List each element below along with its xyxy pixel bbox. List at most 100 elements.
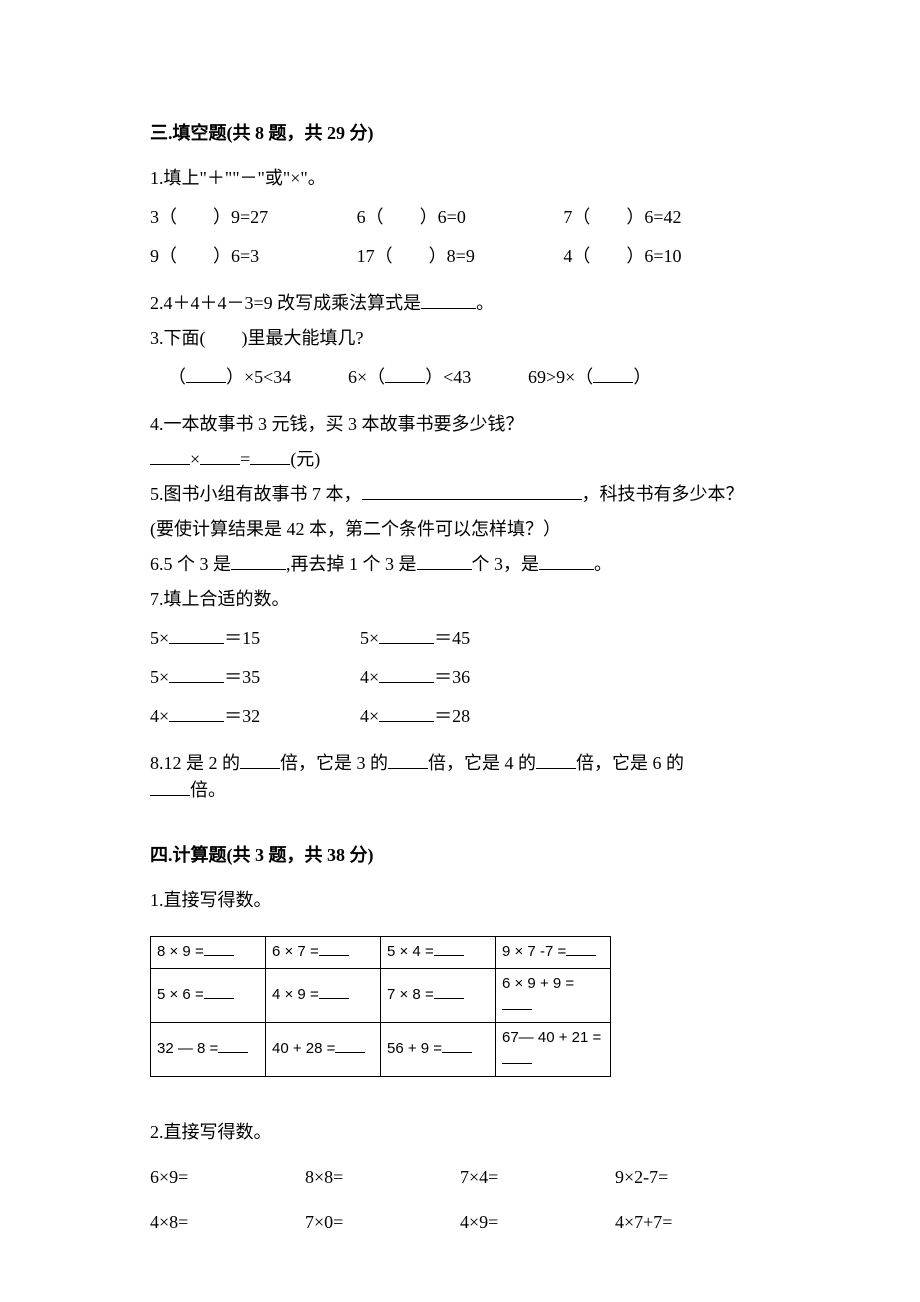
q3-1-r2c2: 17（ ）8=9: [357, 243, 564, 270]
cell-text: 32 — 8 =: [157, 1040, 218, 1057]
q3-7-r1a-blank: [169, 626, 224, 644]
q3-7-r1a: 5×＝15: [150, 625, 360, 652]
q3-8: 8.12 是 2 的倍，它是 3 的倍，它是 4 的倍，它是 6 的 倍。: [150, 750, 770, 804]
cell-text: 5 × 6 =: [157, 986, 204, 1003]
q3-8-b4: [150, 778, 190, 796]
q3-7-r3a-post: ＝32: [224, 706, 260, 726]
q3-6-c: 个 3，是: [472, 554, 540, 574]
q3-3-row: （ ）×5<34 6×（ ）<43 69>9×（ ）: [168, 364, 770, 391]
section-4-title: 四.计算题(共 3 题，共 38 分): [150, 842, 770, 869]
q3-6: 6.5 个 3 是 ,再去掉 1 个 3 是 个 3，是 。: [150, 551, 770, 578]
q4-2-r2c1: 4×8=: [150, 1209, 305, 1236]
table-cell: 4 × 9 =: [266, 968, 381, 1022]
q4-2-r1c2: 8×8=: [305, 1164, 460, 1191]
q3-8-e: 倍。: [190, 780, 226, 800]
q3-3-c1b: ）×5<34: [226, 367, 291, 387]
q3-1-row1: 3（ ）9=27 6（ ）6=0 7（ ）6=42: [150, 204, 770, 231]
q3-1-r1c3: 7（ ）6=42: [563, 204, 770, 231]
q3-3-c2a: 6×（: [348, 367, 385, 387]
q3-1-r1c1: 3（ ）9=27: [150, 204, 357, 231]
q3-1-row2: 9（ ）6=3 17（ ）8=9 4（ ）6=10: [150, 243, 770, 270]
q3-7-r3b: 4×＝28: [360, 703, 470, 730]
q3-4-eq: ×=(元): [150, 446, 770, 473]
q3-3-prompt: 3.下面( )里最大能填几?: [150, 325, 770, 352]
table-row: 8 × 9 = 6 × 7 = 5 × 4 = 9 × 7 -7 =: [151, 937, 611, 969]
q3-3-c1a: （: [168, 367, 186, 387]
q4-2-r1c1: 6×9=: [150, 1164, 305, 1191]
q3-8-d: 倍，它是 6 的: [576, 753, 684, 773]
cell-text: 9 × 7 -7 =: [502, 943, 566, 960]
q3-8-b1: [240, 751, 280, 769]
q3-3-b3: [593, 365, 633, 383]
q3-8-b3: [536, 751, 576, 769]
q4-2-r2c3: 4×9=: [460, 1209, 615, 1236]
q3-7-r2b: 4×＝36: [360, 664, 470, 691]
q3-5-prefix: 5.图书小组有故事书 7 本，: [150, 484, 362, 504]
cell-blank: [434, 984, 464, 999]
table-cell: 56 + 9 =: [381, 1022, 496, 1076]
q3-7-r1a-post: ＝15: [224, 628, 260, 648]
q3-7-r3a-blank: [169, 704, 224, 722]
q3-7-r3a: 4× ＝32: [150, 703, 360, 730]
q3-7-r2b-blank: [379, 665, 434, 683]
q3-1-r2c1: 9（ ）6=3: [150, 243, 357, 270]
q3-5-blank: [362, 482, 582, 500]
q3-3-c3b: ）: [633, 367, 651, 387]
q3-7-r3b-blank: [379, 704, 434, 722]
q3-6-d: 。: [594, 554, 612, 574]
cell-blank: [319, 984, 349, 999]
cell-blank: [204, 941, 234, 956]
table-cell: 5 × 4 =: [381, 937, 496, 969]
cell-blank: [434, 941, 464, 956]
q3-1-r1c2: 6（ ）6=0: [357, 204, 564, 231]
q4-2-r1: 6×9= 8×8= 7×4= 9×2-7=: [150, 1164, 770, 1191]
q3-4-b3: [250, 447, 290, 465]
q3-8-c: 倍，它是 4 的: [428, 753, 536, 773]
q3-7-r2: 5× ＝35 4×＝36: [150, 664, 770, 691]
q3-7-r2b-post: ＝36: [434, 667, 470, 687]
q3-7-prompt: 7.填上合适的数。: [150, 586, 770, 613]
cell-blank: [319, 941, 349, 956]
q3-3-c3: 69>9×（ ）: [528, 364, 708, 391]
q3-1-r2c3: 4（ ）6=10: [563, 243, 770, 270]
cell-blank: [335, 1038, 365, 1053]
q3-7-r2a-pre: 5×: [150, 667, 169, 687]
q3-3-c2: 6×（ ）<43: [348, 364, 528, 391]
q3-6-b1: [231, 552, 286, 570]
cell-blank: [502, 995, 532, 1010]
q3-2: 2.4＋4＋4－3=9 改写成乘法算式是 。: [150, 290, 770, 317]
q3-7-r3b-pre: 4×: [360, 706, 379, 726]
q3-7-r2a-post: ＝35: [224, 667, 260, 687]
cell-text: 7 × 8 =: [387, 986, 434, 1003]
q3-7-r2a: 5× ＝35: [150, 664, 360, 691]
q4-2-r1c3: 7×4=: [460, 1164, 615, 1191]
q3-6-b: ,再去掉 1 个 3 是: [286, 554, 417, 574]
q4-1-prompt: 1.直接写得数。: [150, 887, 770, 914]
q3-7-r1b-blank: [379, 626, 434, 644]
q3-2-text: 2.4＋4＋4－3=9 改写成乘法算式是: [150, 293, 421, 313]
cell-text: 40 + 28 =: [272, 1040, 335, 1057]
q4-1-table: 8 × 9 = 6 × 7 = 5 × 4 = 9 × 7 -7 = 5 × 6…: [150, 936, 611, 1077]
q3-3-c3a: 69>9×（: [528, 367, 593, 387]
cell-blank: [442, 1038, 472, 1053]
q3-7-r3a-pre: 4×: [150, 706, 169, 726]
q3-4-prompt: 4.一本故事书 3 元钱，买 3 本故事书要多少钱？: [150, 411, 770, 438]
cell-text: 6 × 7 =: [272, 943, 319, 960]
q4-2-prompt: 2.直接写得数。: [150, 1119, 770, 1146]
table-cell: 6 × 9 + 9 =: [496, 968, 611, 1022]
q4-2-r1c4: 9×2-7=: [615, 1164, 770, 1191]
cell-text: 8 × 9 =: [157, 943, 204, 960]
cell-text: 6 × 9 + 9 =: [502, 975, 574, 992]
q3-3-c2b: ）<43: [425, 367, 471, 387]
section-3-title: 三.填空题(共 8 题，共 29 分): [150, 120, 770, 147]
table-cell: 7 × 8 =: [381, 968, 496, 1022]
q3-7-r1b: 5×＝45: [360, 625, 470, 652]
q3-4-mid: ×: [190, 449, 200, 469]
table-cell: 6 × 7 =: [266, 937, 381, 969]
q3-3-b2: [385, 365, 425, 383]
q3-5-note: (要使计算结果是 42 本，第二个条件可以怎样填？）: [150, 516, 770, 543]
table-cell: 67— 40 + 21 =: [496, 1022, 611, 1076]
table-cell: 9 × 7 -7 =: [496, 937, 611, 969]
q3-6-a: 6.5 个 3 是: [150, 554, 231, 574]
q3-2-suffix: 。: [476, 293, 494, 313]
